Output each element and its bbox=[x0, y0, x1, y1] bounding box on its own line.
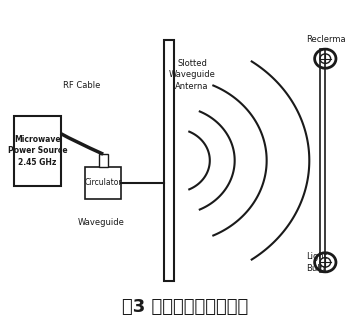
FancyBboxPatch shape bbox=[86, 167, 121, 199]
Text: Microwave
Power Source
2.45 GHz: Microwave Power Source 2.45 GHz bbox=[8, 134, 67, 167]
Text: Slotted
Waveguide
Anterna: Slotted Waveguide Anterna bbox=[169, 59, 215, 91]
Text: Waveguide: Waveguide bbox=[78, 218, 125, 227]
FancyBboxPatch shape bbox=[14, 116, 60, 186]
Text: Circulator: Circulator bbox=[84, 178, 122, 187]
Text: RF Cable: RF Cable bbox=[63, 82, 100, 91]
Text: Light
Bulb: Light Bulb bbox=[306, 252, 327, 273]
Text: 图3 无线电波式电能传输: 图3 无线电波式电能传输 bbox=[122, 298, 248, 316]
FancyBboxPatch shape bbox=[99, 154, 108, 167]
FancyBboxPatch shape bbox=[320, 49, 325, 272]
FancyBboxPatch shape bbox=[163, 39, 174, 282]
Text: Reclerma: Reclerma bbox=[306, 35, 345, 44]
